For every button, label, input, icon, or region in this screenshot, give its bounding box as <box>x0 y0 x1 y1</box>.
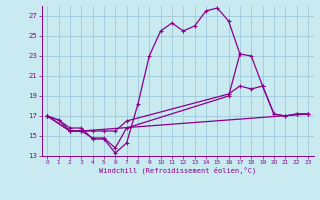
X-axis label: Windchill (Refroidissement éolien,°C): Windchill (Refroidissement éolien,°C) <box>99 167 256 174</box>
